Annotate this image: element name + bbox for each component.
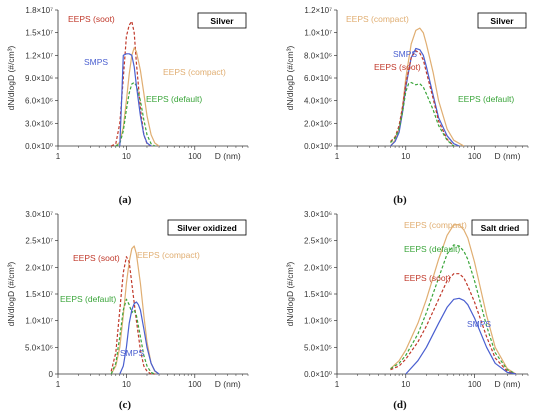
title-box xyxy=(197,12,247,29)
panel-c: 0 5.0×10⁶ 1.0×10⁷ 1.5×10⁷ 2.0×10⁷ 2.5×10⁷ 3.0×… xyxy=(6,210,249,411)
y-tick-label: 1.0×10⁶ xyxy=(304,317,332,326)
y-tick-label: 2.5×10⁷ xyxy=(25,237,53,246)
y-tick-label: 0.0×10⁰ xyxy=(304,370,332,379)
series-annotation: EEPS (compact) xyxy=(163,67,226,77)
series-line-eeps-soot xyxy=(110,20,152,147)
y-tick-label: 3.0×10⁷ xyxy=(25,210,53,219)
series-annotation: EEPS (soot) xyxy=(68,14,115,24)
y-tick-label: 2.0×10⁷ xyxy=(25,263,53,272)
series-annotation: EEPS (soot) xyxy=(374,62,421,72)
x-tick-label: 100 xyxy=(188,380,202,389)
x-tick-label: 10 xyxy=(122,152,131,161)
series-line-eeps-compact xyxy=(115,47,160,147)
y-tick-label: 1.5×10⁷ xyxy=(25,29,53,38)
y-axis-label: dN/dlogD (#/cm³) xyxy=(285,45,295,110)
y-tick-label: 3.0×10⁶ xyxy=(304,210,332,219)
x-tick-label: 100 xyxy=(468,152,482,161)
y-tick-label: 0 xyxy=(49,370,54,379)
y-tick-label: 6.0×10⁶ xyxy=(304,74,332,83)
series-annotation: EEPS (default) xyxy=(458,94,514,104)
series-annotation: EEPS (compact) xyxy=(404,220,467,230)
y-tick-label: 3.0×10⁶ xyxy=(25,119,53,128)
series-line-eeps-default xyxy=(390,244,517,375)
series-line-eeps-default xyxy=(115,81,156,147)
y-tick-label: 1.0×10⁷ xyxy=(25,317,53,326)
series-line-eeps-compact xyxy=(390,27,465,147)
y-tick-label: 1.5×10⁶ xyxy=(304,290,332,299)
y-tick-label: 0.0×10⁰ xyxy=(25,142,53,151)
panel-label: (b) xyxy=(393,194,407,206)
y-tick-label: 6.0×10⁶ xyxy=(25,97,53,106)
series-annotation: EEPS (compact) xyxy=(346,14,409,24)
y-tick-label: 2.5×10⁶ xyxy=(304,237,332,246)
x-tick-label: 10 xyxy=(401,380,410,389)
panel-a: 0.0×10⁰ 3.0×10⁶ 6.0×10⁶ 9.0×10⁶ 1.2×10⁷ 1.5×1… xyxy=(6,6,249,206)
x-axis-label: D (nm) xyxy=(215,151,241,161)
x-axis-label: D (nm) xyxy=(495,151,521,161)
y-axis-label: dN/dlogD (#/cm³) xyxy=(6,261,16,326)
series-annotation: EEPS (soot) xyxy=(73,253,120,263)
chart-title: Silver oxidized xyxy=(177,223,237,233)
y-tick-label: 5.0×10⁶ xyxy=(25,343,53,352)
series-annotation: SMPS xyxy=(467,319,491,329)
y-tick-label: 1.5×10⁷ xyxy=(25,290,53,299)
series-line-eeps-compact xyxy=(390,224,517,375)
panel-label: (a) xyxy=(119,194,132,206)
x-axis-label: D (nm) xyxy=(495,379,521,389)
x-tick-label: 10 xyxy=(122,380,131,389)
y-tick-label: 1.0×10⁷ xyxy=(304,29,332,38)
panel-label: (d) xyxy=(393,399,407,411)
series-annotation: EEPS (default) xyxy=(60,294,116,304)
panel-b: 0.0×10⁰ 2.0×10⁶ 4.0×10⁶ 6.0×10⁶ 8.0×10⁶ 1.0×1… xyxy=(285,6,529,206)
series-line-eeps-soot xyxy=(390,273,517,375)
series-line-eeps-soot xyxy=(390,50,455,147)
y-tick-label: 9.0×10⁶ xyxy=(25,74,53,83)
x-tick-label: 1 xyxy=(56,380,61,389)
chart-title: Silver xyxy=(490,16,514,26)
y-tick-label: 1.8×10⁷ xyxy=(25,6,53,15)
x-tick-label: 1 xyxy=(335,152,340,161)
y-tick-label: 5.0×10⁵ xyxy=(304,343,332,352)
series-annotation: SMPS xyxy=(393,49,417,59)
panel-d: 0.0×10⁰ 5.0×10⁵ 1.0×10⁶ 1.5×10⁶ 2.0×10⁶ 2.5×1… xyxy=(285,210,529,411)
x-tick-label: 100 xyxy=(468,380,482,389)
title-box xyxy=(477,12,527,29)
title-box xyxy=(471,219,529,236)
y-axis-label: dN/dlogD (#/cm³) xyxy=(6,45,16,110)
series-line-eeps-default xyxy=(110,298,156,375)
chart-title: Salt dried xyxy=(481,223,520,233)
series-line-smps xyxy=(405,297,517,375)
title-box xyxy=(167,219,247,236)
series-line-eeps-soot xyxy=(110,256,155,375)
series-annotation: SMPS xyxy=(120,348,144,358)
chart-title: Silver xyxy=(210,16,234,26)
y-tick-label: 1.2×10⁷ xyxy=(25,51,53,60)
series-annotation: EEPS (default) xyxy=(404,244,460,254)
series-annotation: EEPS (default) xyxy=(146,94,202,104)
panel-label: (c) xyxy=(119,399,132,411)
y-tick-label: 4.0×10⁶ xyxy=(304,97,332,106)
y-tick-label: 2.0×10⁶ xyxy=(304,119,332,128)
y-tick-label: 2.0×10⁶ xyxy=(304,263,332,272)
x-tick-label: 10 xyxy=(401,152,410,161)
series-annotation: EEPS (soot) xyxy=(404,273,451,283)
x-tick-label: 1 xyxy=(335,380,340,389)
y-tick-label: 1.2×10⁷ xyxy=(304,6,332,15)
y-tick-label: 8.0×10⁶ xyxy=(304,51,332,60)
x-tick-label: 1 xyxy=(56,152,61,161)
series-line-smps xyxy=(119,53,152,147)
y-tick-label: 0.0×10⁰ xyxy=(304,142,332,151)
series-line-smps xyxy=(119,301,160,375)
series-line-eeps-default xyxy=(390,81,455,147)
x-axis-label: D (nm) xyxy=(215,379,241,389)
y-axis-label: dN/dlogD (#/cm³) xyxy=(285,261,295,326)
x-tick-label: 100 xyxy=(188,152,202,161)
series-line-smps xyxy=(390,47,460,147)
series-annotation: SMPS xyxy=(84,57,108,67)
series-annotation: EEPS (compact) xyxy=(137,250,200,260)
